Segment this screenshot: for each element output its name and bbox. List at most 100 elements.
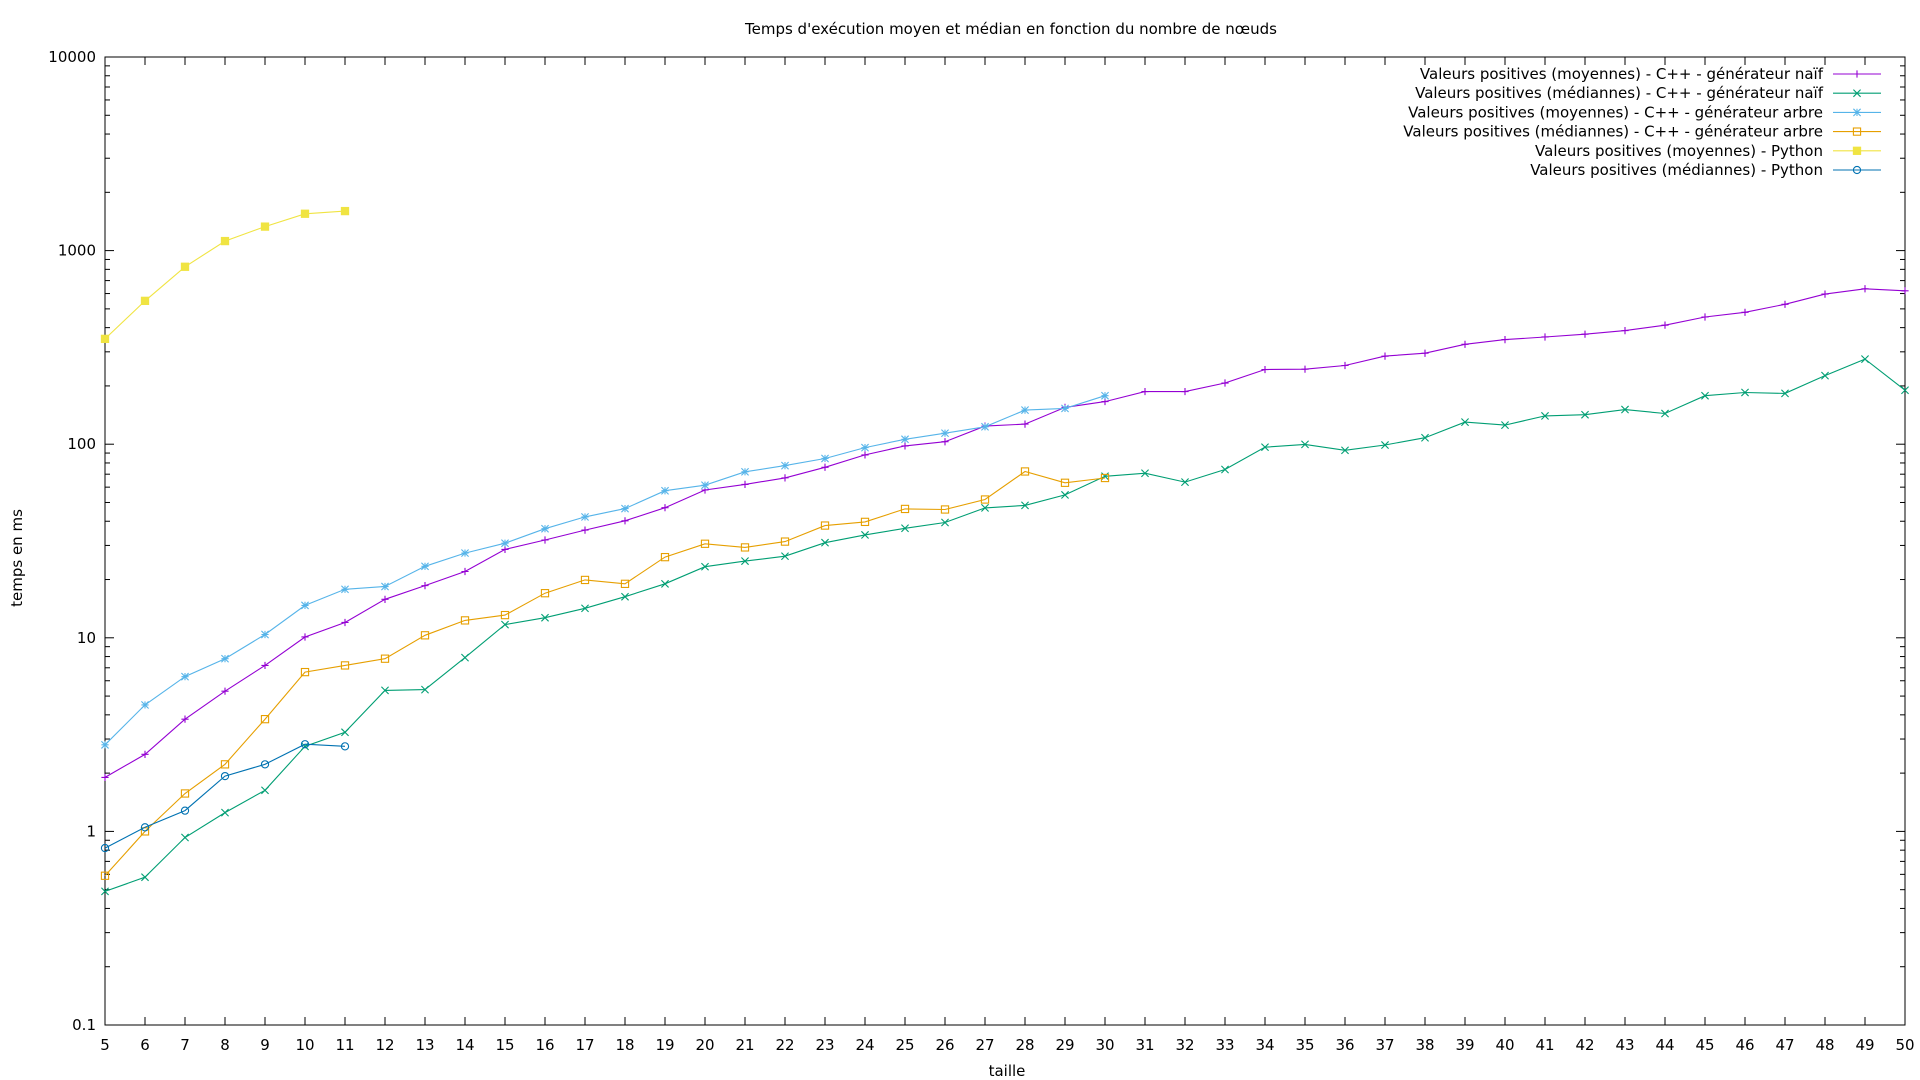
data-point bbox=[140, 823, 150, 832]
data-point bbox=[1541, 333, 1549, 341]
data-point bbox=[1781, 389, 1789, 398]
data-point bbox=[1661, 321, 1669, 329]
data-point bbox=[541, 524, 549, 533]
x-tick-label: 6 bbox=[140, 1036, 150, 1054]
data-point bbox=[1581, 410, 1589, 419]
data-point bbox=[540, 589, 550, 598]
x-tick-label: 19 bbox=[655, 1036, 674, 1054]
data-point bbox=[1461, 340, 1469, 348]
data-point bbox=[181, 833, 189, 842]
data-point bbox=[981, 422, 989, 431]
legend-swatch-marker bbox=[1852, 165, 1862, 175]
legend-item: Valeurs positives (moyennes) - Python bbox=[1535, 142, 1881, 160]
data-point bbox=[1100, 473, 1110, 483]
legend: Valeurs positives (moyennes) - C++ - gén… bbox=[1403, 65, 1881, 179]
data-point bbox=[821, 463, 829, 471]
x-tick-label: 36 bbox=[1335, 1036, 1354, 1054]
x-tick-label: 35 bbox=[1295, 1036, 1314, 1054]
data-point bbox=[420, 631, 430, 640]
data-point bbox=[780, 537, 790, 546]
data-point bbox=[180, 262, 190, 271]
x-tick-label: 23 bbox=[815, 1036, 834, 1054]
data-point bbox=[100, 334, 110, 344]
data-point bbox=[221, 687, 229, 695]
data-point bbox=[1061, 404, 1069, 413]
data-point bbox=[1021, 501, 1029, 510]
data-point bbox=[501, 620, 509, 629]
legend-label: Valeurs positives (moyennes) - Python bbox=[1535, 142, 1823, 160]
data-point bbox=[1301, 365, 1309, 373]
x-tick-label: 38 bbox=[1415, 1036, 1434, 1054]
x-tick-label: 39 bbox=[1455, 1036, 1474, 1054]
legend-item: Valeurs positives (moyennes) - C++ - gén… bbox=[1408, 103, 1881, 121]
legend-label: Valeurs positives (médiannes) - C++ - gé… bbox=[1415, 84, 1824, 102]
data-point bbox=[1341, 446, 1349, 455]
x-tick-label: 12 bbox=[375, 1036, 394, 1054]
data-point bbox=[380, 654, 390, 663]
data-point bbox=[1261, 365, 1269, 374]
series-3 bbox=[101, 391, 1109, 749]
data-point bbox=[180, 789, 190, 798]
data-point bbox=[741, 557, 749, 566]
data-point bbox=[261, 630, 269, 639]
x-tick-label: 32 bbox=[1175, 1036, 1194, 1054]
data-point bbox=[220, 771, 230, 781]
data-point bbox=[1621, 327, 1629, 335]
series-line bbox=[104, 743, 346, 849]
data-point bbox=[141, 873, 149, 882]
data-point bbox=[421, 562, 429, 571]
x-tick-label: 15 bbox=[495, 1036, 514, 1054]
data-point bbox=[980, 495, 990, 504]
data-point bbox=[461, 653, 469, 662]
data-point bbox=[940, 505, 950, 514]
data-point bbox=[660, 552, 670, 562]
data-point bbox=[1501, 335, 1509, 344]
data-point bbox=[140, 296, 150, 306]
data-point bbox=[221, 654, 229, 663]
x-tick-label: 37 bbox=[1375, 1036, 1394, 1054]
data-point bbox=[581, 604, 589, 613]
data-point bbox=[541, 613, 549, 622]
data-point bbox=[741, 480, 749, 488]
x-tick-label: 48 bbox=[1815, 1036, 1834, 1054]
data-point bbox=[860, 517, 870, 527]
x-tick-label: 14 bbox=[455, 1036, 474, 1054]
data-point bbox=[861, 530, 869, 539]
data-point bbox=[100, 843, 110, 853]
data-point bbox=[1501, 421, 1509, 430]
data-point bbox=[781, 461, 789, 470]
data-point bbox=[1221, 465, 1229, 474]
data-point bbox=[1221, 379, 1229, 387]
y-tick-label: 100 bbox=[67, 435, 96, 453]
data-point bbox=[261, 786, 269, 795]
chart-title: Temps d'exécution moyen et médian en fon… bbox=[744, 20, 1277, 38]
x-tick-label: 24 bbox=[855, 1036, 874, 1054]
series-line bbox=[104, 395, 1106, 746]
x-tick-label: 13 bbox=[415, 1036, 434, 1054]
x-tick-label: 26 bbox=[935, 1036, 954, 1054]
data-point bbox=[541, 536, 549, 544]
x-axis-label: taille bbox=[989, 1062, 1026, 1080]
data-point bbox=[341, 618, 349, 627]
data-point bbox=[741, 467, 749, 476]
data-point bbox=[820, 521, 830, 530]
data-point bbox=[340, 661, 350, 670]
data-point bbox=[1901, 386, 1909, 395]
series-line bbox=[104, 470, 1106, 877]
data-point bbox=[941, 518, 949, 527]
legend-swatch-marker bbox=[1852, 146, 1862, 155]
data-point bbox=[301, 633, 309, 641]
x-tick-label: 49 bbox=[1855, 1036, 1874, 1054]
legend-item: Valeurs positives (moyennes) - C++ - gén… bbox=[1420, 65, 1881, 83]
data-point bbox=[580, 575, 590, 585]
data-point bbox=[421, 582, 429, 590]
data-point bbox=[620, 579, 630, 588]
series-line bbox=[104, 210, 346, 340]
data-point bbox=[1461, 418, 1469, 427]
data-point bbox=[901, 435, 909, 444]
x-tick-label: 46 bbox=[1735, 1036, 1754, 1054]
x-tick-label: 9 bbox=[260, 1036, 270, 1054]
legend-item: Valeurs positives (médiannes) - C++ - gé… bbox=[1415, 84, 1881, 102]
data-point bbox=[101, 773, 109, 782]
data-point bbox=[1181, 478, 1189, 487]
